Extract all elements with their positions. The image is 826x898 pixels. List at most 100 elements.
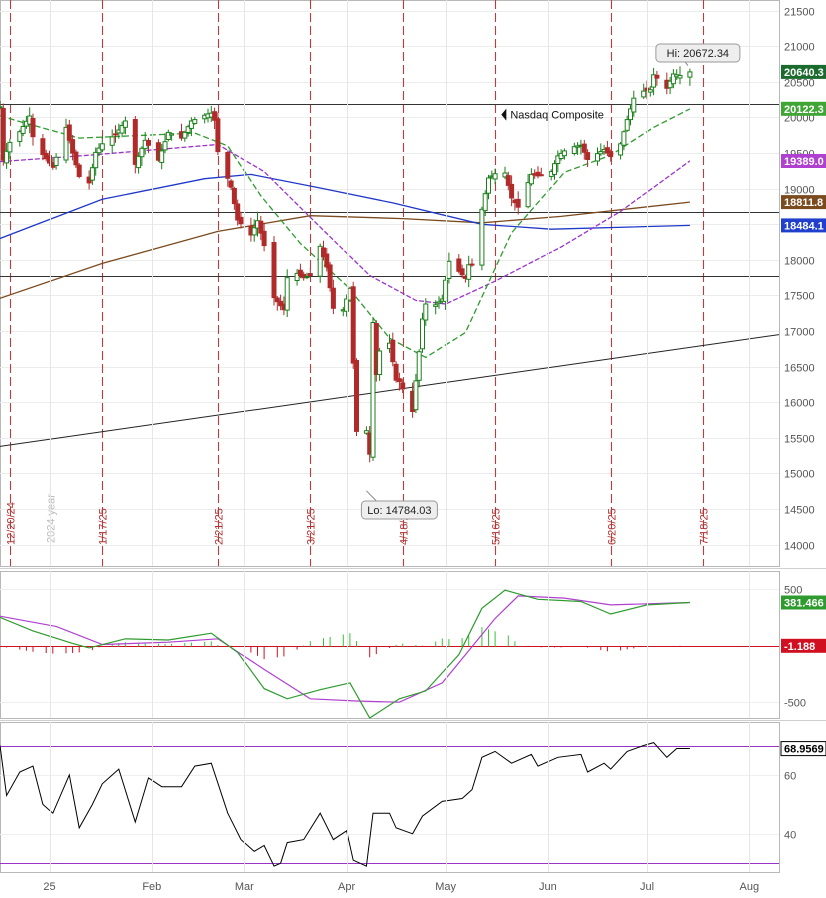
candle-body-up: [433, 304, 439, 307]
expiration-lines: 12/20/24 1/17/25 2/21/25 3/21/25 4/18/25 5/16…: [6, 0, 711, 566]
candle-body-down: [70, 139, 76, 154]
candle-body-up: [624, 119, 630, 131]
candle-body-up: [7, 141, 13, 153]
candle-body-up: [169, 133, 175, 136]
candle-body-up: [188, 120, 194, 129]
candle-body-down: [231, 188, 237, 205]
candle-body-down: [40, 138, 46, 155]
price-panel: 14000 14500 15000 15500 16000 16500 17000 17500…: [0, 0, 826, 567]
candle-body-up: [641, 90, 647, 98]
price-last-value-text: 20640.3: [784, 67, 824, 79]
expiration-label: 3/21/25: [306, 508, 318, 545]
macd-histogram: [0, 627, 681, 660]
candle-body-down: [654, 74, 660, 79]
macd-tick-label: -500: [784, 698, 806, 710]
price-last-value-text: 18484.1: [784, 220, 824, 232]
candle-body-down: [456, 258, 462, 272]
high-callout-box: [655, 43, 741, 63]
rsi-tick-label: 60: [784, 771, 796, 783]
candle-body-up: [284, 277, 290, 311]
x-month-label: 25: [43, 881, 55, 893]
x-month-label: Feb: [142, 881, 161, 893]
price-last-value-box: [781, 64, 826, 79]
candle-body-down: [30, 118, 36, 138]
expiration-label: 12/20/24: [6, 502, 18, 545]
candle-body-down: [238, 216, 244, 225]
candle-body-down: [307, 273, 313, 277]
candle-body-up: [53, 156, 59, 167]
candle-body-up: [621, 131, 627, 146]
candle-body-down: [212, 111, 218, 121]
candle-body-down: [73, 151, 79, 166]
rsi-last-value-box: [780, 741, 826, 757]
candle-body-up: [446, 260, 452, 279]
candle-body-up: [119, 125, 125, 134]
macd-frame: [0, 571, 780, 719]
macd-last-value-text: 381.466: [784, 598, 824, 610]
price-tick-label: 15000: [784, 469, 815, 481]
candle-body-down: [330, 287, 336, 309]
candle-body-down: [396, 378, 402, 383]
macd-last-value-text: -1.188: [784, 641, 815, 653]
x-month-label: Jul: [640, 881, 654, 893]
price-tick-label: 16500: [784, 363, 815, 375]
candle-body-up: [443, 279, 449, 302]
candle-body-down: [47, 155, 52, 164]
candle-body-down: [0, 107, 6, 161]
price-tick-label: 20500: [784, 78, 815, 90]
candle-body-up: [631, 97, 637, 113]
rsi-last-value-text: 68.9569: [784, 744, 824, 756]
name-marker-icon: [501, 108, 507, 121]
price-tick-label: 17000: [784, 327, 815, 339]
candle-body-up: [17, 131, 23, 142]
candle-body-up: [647, 89, 653, 93]
candle-body-up: [159, 150, 165, 163]
rsi-panel: 60 40 68.9569: [0, 722, 826, 873]
x-month-label: Aug: [740, 881, 760, 893]
rsi-tick-label: 40: [784, 830, 796, 842]
price-last-value-text: 19389.0: [784, 156, 824, 168]
candle-body-down: [297, 269, 303, 277]
candle-body-up: [667, 80, 673, 89]
macd-tick-label: 500: [784, 585, 802, 597]
price-tick-label: 14000: [784, 541, 815, 553]
candle-body-up: [502, 172, 508, 178]
candle-body-up: [571, 146, 577, 154]
expiration-label: 1/17/25: [98, 508, 110, 545]
candle-body-up: [436, 301, 442, 304]
x-axis: 25 Feb Mar Apr May Jun Jul Aug: [43, 881, 759, 893]
price-last-value-text: 18811.8: [784, 197, 823, 209]
high-callout-label: Hi: 20672.34: [667, 48, 729, 60]
candles: [0, 66, 693, 463]
candle-body-up: [370, 322, 376, 458]
x-month-label: May: [435, 881, 456, 893]
candle-body-up: [561, 150, 567, 157]
candle-body-up: [479, 208, 485, 266]
candle-body-down: [258, 220, 264, 234]
candle-body-up: [0, 106, 3, 109]
candle-body-down: [585, 152, 591, 161]
candle-body-up: [317, 245, 323, 277]
candle-body-up: [136, 155, 142, 169]
rsi-line: [0, 742, 690, 867]
candle-body-down: [261, 230, 267, 247]
candle-body-down: [604, 147, 610, 154]
candle-body-up: [63, 126, 69, 161]
candle-body-down: [535, 171, 541, 177]
candle-body-down: [274, 297, 280, 303]
candle-body-up: [344, 298, 350, 312]
candle-body-up: [466, 264, 472, 280]
candle-body-up: [377, 350, 383, 375]
price-tick-label: 19000: [784, 185, 815, 197]
candle-body-down: [321, 247, 326, 258]
candle-body-up: [304, 276, 310, 279]
candle-body-down: [373, 323, 379, 375]
candle-body-up: [420, 318, 425, 350]
candle-body-down: [505, 175, 511, 186]
price-last-value-box: [781, 218, 826, 233]
candle-body-up: [486, 177, 491, 194]
candle-body-down: [132, 119, 138, 165]
candle-body-down: [354, 360, 359, 432]
candle-body-up: [162, 141, 168, 151]
